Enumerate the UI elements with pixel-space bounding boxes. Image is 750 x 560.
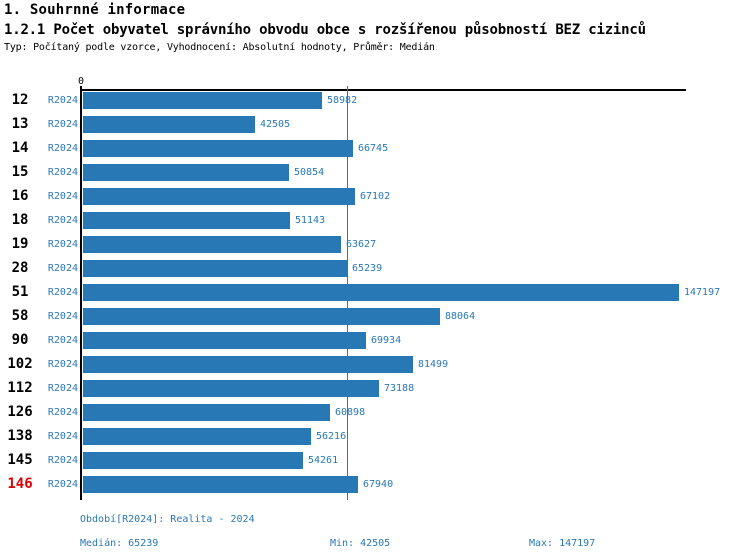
row-category-label: 138 xyxy=(7,428,33,444)
row-series-label: R2024 xyxy=(47,335,78,346)
indicator-meta-line: Typ: Počítaný podle vzorce, Vyhodnocení:… xyxy=(4,42,435,53)
bar-value-label: 67940 xyxy=(363,479,394,490)
bar-value-label: 65239 xyxy=(352,263,383,274)
row-series-label: R2024 xyxy=(47,455,78,466)
row-category-label: 19 xyxy=(11,236,29,252)
row-category-label: 126 xyxy=(7,404,33,420)
bar xyxy=(83,308,440,325)
footer-min: Min: 42505 xyxy=(330,538,391,549)
row-category-label: 102 xyxy=(7,356,33,372)
section-title: 1. Souhrnné informace xyxy=(4,2,186,18)
row-series-label: R2024 xyxy=(47,359,78,370)
footer-median: Medián: 65239 xyxy=(80,538,159,549)
bar-value-label: 69934 xyxy=(371,335,402,346)
x-axis-zero-label: 0 xyxy=(77,76,85,87)
row-category-label: 18 xyxy=(11,212,29,228)
row-category-label: 13 xyxy=(11,116,29,132)
row-category-label: 14 xyxy=(11,140,29,156)
bar xyxy=(83,284,679,301)
row-series-label: R2024 xyxy=(47,167,78,178)
row-category-label: 16 xyxy=(11,188,29,204)
row-series-label: R2024 xyxy=(47,143,78,154)
bar xyxy=(83,116,255,133)
row-category-label: 12 xyxy=(11,92,29,108)
bar-value-label: 60898 xyxy=(335,407,366,418)
bar-value-label: 50854 xyxy=(294,167,325,178)
row-category-label: 145 xyxy=(7,452,33,468)
row-series-label: R2024 xyxy=(47,407,78,418)
bar xyxy=(83,452,303,469)
x-axis-line xyxy=(80,89,686,91)
bar-value-label: 63627 xyxy=(346,239,377,250)
row-series-label: R2024 xyxy=(47,95,78,106)
row-category-label: 51 xyxy=(11,284,29,300)
bar xyxy=(83,380,379,397)
row-category-label: 58 xyxy=(11,308,29,324)
row-series-label: R2024 xyxy=(47,311,78,322)
y-axis-line xyxy=(80,86,82,500)
bar xyxy=(83,140,353,157)
row-category-label: 146 xyxy=(7,476,33,492)
bar-value-label: 67102 xyxy=(360,191,391,202)
bar xyxy=(83,212,290,229)
bar-value-label: 66745 xyxy=(358,143,389,154)
bar xyxy=(83,404,330,421)
row-category-label: 15 xyxy=(11,164,29,180)
row-series-label: R2024 xyxy=(47,119,78,130)
bar xyxy=(83,236,341,253)
row-series-label: R2024 xyxy=(47,239,78,250)
bar-value-label: 147197 xyxy=(684,287,721,298)
bar xyxy=(83,428,311,445)
bar-value-label: 51143 xyxy=(295,215,326,226)
bar-value-label: 54261 xyxy=(308,455,339,466)
bar xyxy=(83,260,347,277)
row-series-label: R2024 xyxy=(47,431,78,442)
bar-value-label: 73188 xyxy=(384,383,415,394)
bar xyxy=(83,476,358,493)
bar xyxy=(83,164,289,181)
indicator-title: 1.2.1 Počet obyvatel správního obvodu ob… xyxy=(4,22,646,38)
footer-period: Období[R2024]: Realita - 2024 xyxy=(80,514,255,525)
bar-value-label: 88064 xyxy=(445,311,476,322)
row-series-label: R2024 xyxy=(47,191,78,202)
bar xyxy=(83,332,366,349)
row-category-label: 28 xyxy=(11,260,29,276)
footer-max: Max: 147197 xyxy=(529,538,596,549)
row-series-label: R2024 xyxy=(47,479,78,490)
row-series-label: R2024 xyxy=(47,383,78,394)
row-category-label: 112 xyxy=(7,380,33,396)
bar xyxy=(83,188,355,205)
bar-value-label: 56216 xyxy=(316,431,347,442)
row-series-label: R2024 xyxy=(47,263,78,274)
bar-value-label: 58982 xyxy=(327,95,358,106)
row-series-label: R2024 xyxy=(47,215,78,226)
bar xyxy=(83,356,413,373)
row-series-label: R2024 xyxy=(47,287,78,298)
bar-value-label: 81499 xyxy=(418,359,449,370)
bar xyxy=(83,92,322,109)
row-category-label: 90 xyxy=(11,332,29,348)
bar-value-label: 42505 xyxy=(260,119,291,130)
